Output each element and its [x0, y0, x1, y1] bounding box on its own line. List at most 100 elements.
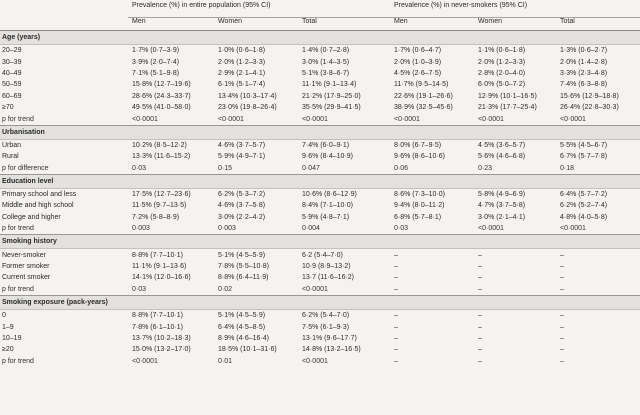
section-header-row: Smoking exposure (pack-years): [0, 295, 640, 311]
table-cell: 0·03: [394, 225, 409, 233]
table-cell: –: [394, 312, 398, 320]
table-cell: 13·1% (9·6–17·7): [302, 335, 357, 342]
table-cell: –: [560, 357, 564, 365]
table-cell: 0·03: [132, 285, 147, 293]
table-cell: 2·8% (2·0–4·0): [478, 69, 526, 77]
table-cell: 15·6% (12·9–18·8): [560, 92, 619, 100]
table-cell: 8·8% (7·7–10·1): [132, 312, 183, 320]
table-cell: 5·1% (3·8–6·7): [302, 69, 350, 77]
row-label: ≥20: [2, 346, 14, 354]
row-label: 10–19: [2, 335, 22, 342]
table-cell: –: [394, 251, 398, 259]
table-cell: 6·1% (5·1–7·4): [218, 81, 266, 89]
table-cell: <0·0001: [394, 115, 420, 123]
table-cell: –: [560, 263, 564, 271]
table-cell: 0·15: [218, 164, 233, 172]
row-label: Former smoker: [2, 263, 50, 271]
table-cell: 6·2% (5·3–7·2): [218, 191, 266, 199]
row-label: p for trend: [2, 115, 34, 123]
table-cell: –: [478, 285, 482, 293]
table-cell: <0·0001: [478, 115, 504, 123]
table-cell: 1·7% (0·7–3·9): [132, 47, 180, 55]
table-cell: 0·004: [302, 225, 320, 233]
row-label: Rural: [2, 153, 19, 161]
table-cell: 9·6% (8·4–10·9): [302, 153, 353, 161]
col-header-total: Total: [298, 17, 391, 31]
row-label: Primary school and less: [2, 191, 77, 199]
table-cell: 11·7% (9·5–14·5): [394, 81, 449, 89]
section-title: Urbanisation: [0, 124, 640, 140]
table-cell: 1·4% (0·7–2·8): [302, 47, 350, 55]
table-cell: –: [560, 335, 564, 342]
table-row: Former smoker 11·1% (9·1–13·6) 7·8% (5·5–1…: [0, 261, 640, 272]
table-row: 40–49 7·1% (5·1–9·8) 2·9% (2·1–4·1) 5·1% (3…: [0, 68, 640, 79]
table-cell: 0·23: [478, 164, 493, 172]
table-cell: 6·2% (5·4–7·0): [302, 312, 350, 320]
table-cell: 8·8% (6·4–11·9): [218, 274, 269, 282]
table-cell: 6·4% (5·7–7·2): [560, 191, 608, 199]
section-header-row: Age (years): [0, 30, 640, 45]
col-header-never-smokers-women: Women: [474, 17, 557, 31]
table-cell: 6·4% (4·5–8·5): [218, 323, 266, 331]
table-row: 10–19 13·7% (10·2–18·3) 8·9% (4·6–16·4) 13·…: [0, 333, 640, 344]
table-cell: 5·1% (4·5–5·9): [218, 312, 266, 320]
table-cell: –: [394, 335, 398, 342]
table-cell: 3·3% (2·3–4·8): [560, 69, 608, 77]
table-cell: –: [560, 251, 564, 259]
table-cell: <0·0001: [302, 357, 328, 365]
table-row: ≥70 49·5% (41·0–58·0) 23·0% (19·8–26·4) 35·…: [0, 102, 640, 113]
table-cell: 1·3% (0·6–2·7): [560, 47, 608, 55]
table-cell: –: [478, 346, 482, 354]
table-row: Never-smoker 8·8% (7·7–10·1) 5·1% (4·5–5·9…: [0, 249, 640, 261]
table-cell: 8·4% (7·1–10·0): [302, 202, 353, 210]
table-row: 50–59 15·8% (12·7–19·6) 6·1% (5·1–7·4) 11·1…: [0, 79, 640, 90]
table-cell: 14·8% (13·2–16·5): [302, 346, 361, 354]
table-cell: –: [478, 357, 482, 365]
col-header-women: Women: [214, 17, 298, 31]
table-cell: –: [394, 346, 398, 354]
table-cell: 0·06: [394, 164, 409, 172]
table-cell: 1·1% (0·6–1·8): [478, 47, 526, 55]
table-cell: 18·5% (10·1–31·6): [218, 346, 277, 354]
table-cell: 0·003: [132, 225, 150, 233]
table-cell: 2·9% (2·1–4·1): [218, 69, 266, 77]
table-cell: 8·9% (4·6–16·4): [218, 335, 269, 342]
table-cell: –: [394, 357, 398, 365]
table-cell: 5·5% (4·5–6·7): [560, 141, 608, 149]
table-cell: 1·7% (0·6–4·7): [394, 47, 442, 55]
table-row: 1–9 7·8% (6·1–10·1) 6·4% (4·5–8·5) 7·5% (6·…: [0, 321, 640, 332]
row-label: p for difference: [2, 164, 49, 172]
row-label: Never-smoker: [2, 251, 46, 259]
table-cell: <0·0001: [560, 115, 586, 123]
table-cell: 6·0% (5·0–7·2): [478, 81, 526, 89]
table-cell: 10·9 (8·9–13·2): [302, 263, 351, 271]
table-cell: 13·7 (11·6–16·2): [302, 274, 355, 282]
table-cell: 8·6% (7·3–10·0): [394, 191, 445, 199]
table-cell: –: [478, 312, 482, 320]
table-cell: 5·8% (4·9–6·9): [478, 191, 526, 199]
table-cell: –: [478, 323, 482, 331]
table-cell: 5·9% (4·8–7·1): [302, 213, 350, 221]
table-cell: 6·2% (5·2–7·4): [560, 202, 608, 210]
table-cell: 4·7% (3·7–5·8): [478, 202, 526, 210]
table-cell: 3·0% (1·4–3·5): [302, 58, 350, 66]
table-cell: 3·9% (2·0–7·4): [132, 58, 180, 66]
table-cell: –: [394, 323, 398, 331]
table-row: Middle and high school 11·5% (9·7–13·5) 4·…: [0, 200, 640, 211]
table-cell: 7·2% (5·8–8·9): [132, 213, 180, 221]
table-cell: 13·4% (10·3–17·4): [218, 92, 277, 100]
row-label: p for trend: [2, 285, 34, 293]
table-row: Urban 10·2% (8·5–12·2) 4·6% (3·7–5·7) 7·4% …: [0, 139, 640, 151]
table-row: 60–69 28·6% (24·3–33·7) 13·4% (10·3–17·4) 2…: [0, 91, 640, 102]
row-label: 1–9: [2, 323, 14, 331]
row-label: 20–29: [2, 47, 22, 55]
table-row: Current smoker 14·1% (12·0–16·6) 8·8% (6·4…: [0, 272, 640, 283]
row-label: Current smoker: [2, 274, 51, 282]
table-cell: 2·0% (1·0–3·9): [394, 58, 442, 66]
p-value-row: p for trend 0·003 0·003 0·004 0·03 <0·0001 <0·…: [0, 223, 640, 235]
table-cell: –: [560, 312, 564, 320]
table-cell: –: [394, 274, 398, 282]
table-cell: 0·02: [218, 285, 233, 293]
table-cell: <0·0001: [302, 285, 328, 293]
